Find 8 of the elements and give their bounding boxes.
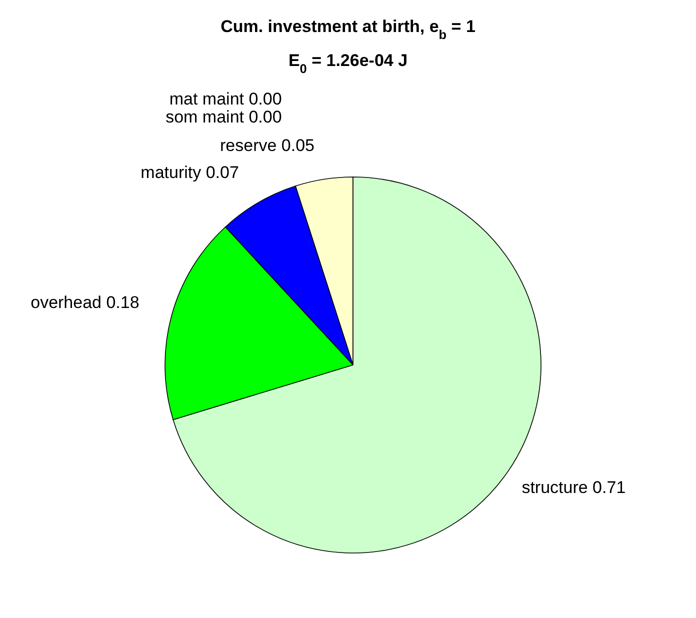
chart-subtitle: E$_{0}$ = 1.26e-04 J [288,51,408,76]
slice-label: overhead 0.18 [30,292,140,312]
slice-label: reserve 0.05 [220,136,315,155]
category-label: som maint 0.00 [166,108,282,127]
slice-label: maturity 0.07 [140,162,239,182]
slice-label: structure 0.71 [522,478,626,498]
category-label: mat maint 0.00 [169,90,282,109]
chart-title: Cum. investment at birth, e$_{b}$ = 1 [220,17,476,42]
